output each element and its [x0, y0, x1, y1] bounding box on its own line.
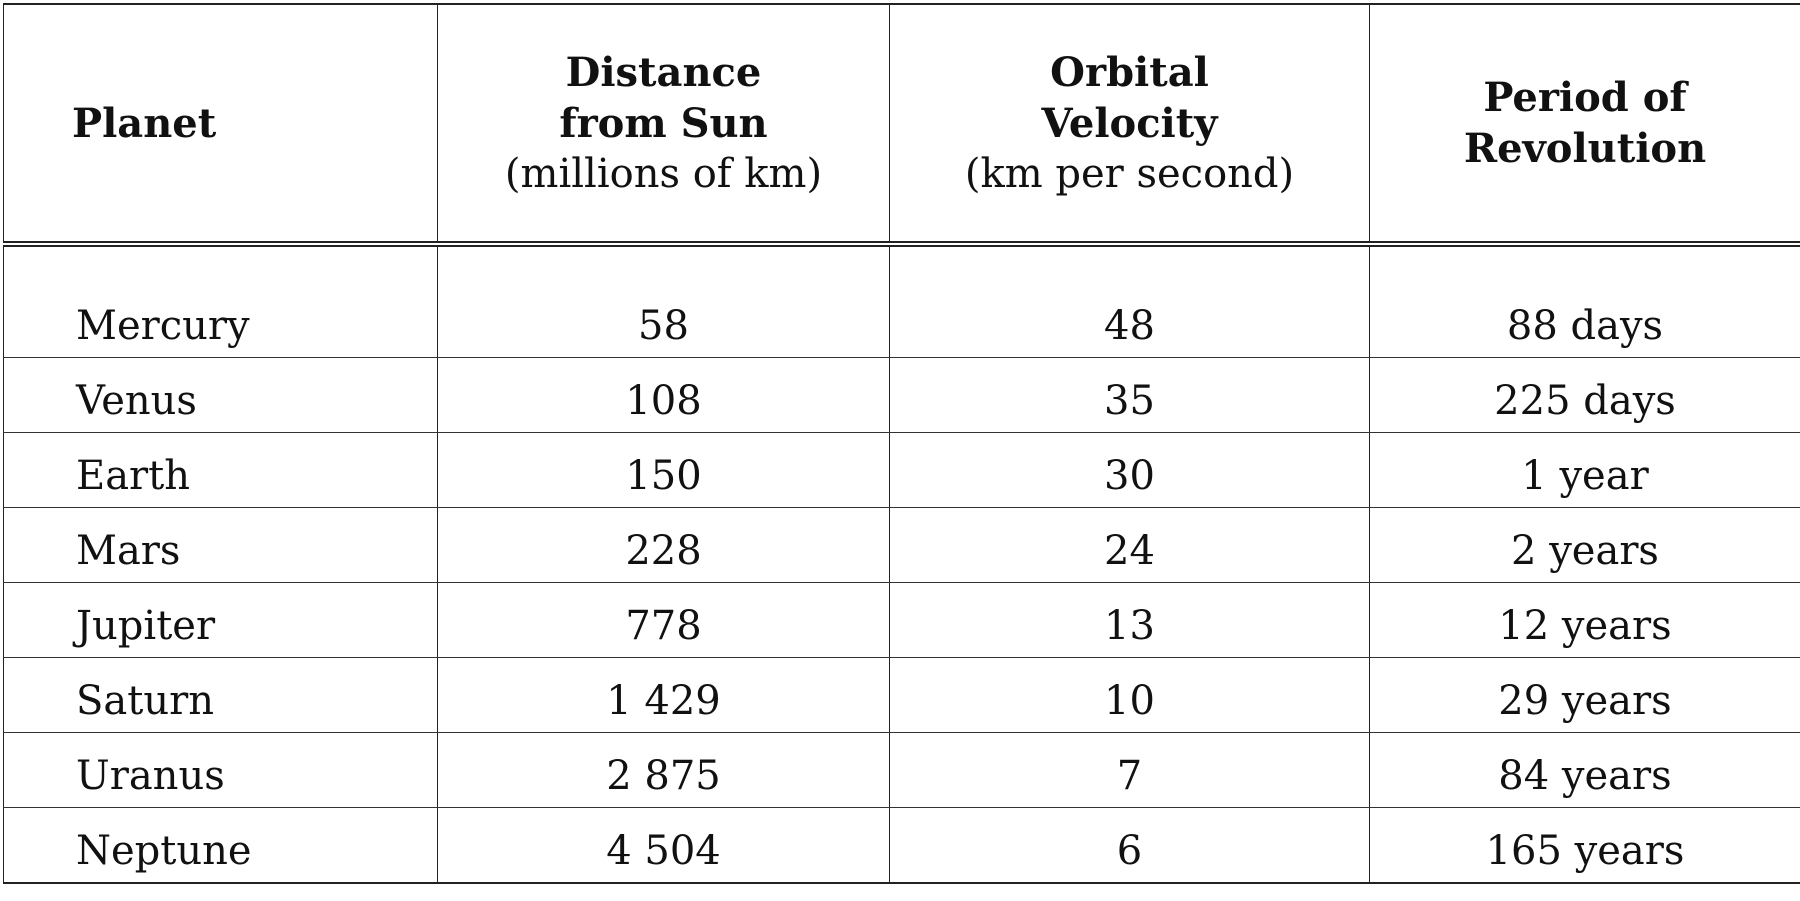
planet-name-cell: Mercury [3, 244, 438, 358]
velocity-cell: 7 [889, 732, 1370, 808]
velocity-cell: 6 [889, 807, 1370, 884]
table-header: Planet Distance from Sun (millions of km… [3, 3, 1800, 247]
table-row: Jupiter 778 13 12 years [3, 582, 1800, 658]
velocity-cell: 35 [889, 357, 1370, 433]
period-cell: 29 years [1369, 657, 1800, 733]
table-row: Mars 228 24 2 years [3, 507, 1800, 583]
table-row: Uranus 2 875 7 84 years [3, 732, 1800, 808]
velocity-cell: 10 [889, 657, 1370, 733]
period-cell: 84 years [1369, 732, 1800, 808]
header-distance-line1: Distance [565, 48, 762, 96]
header-planet-label: Planet [72, 99, 217, 147]
planet-name-cell: Mars [3, 507, 438, 583]
velocity-cell: 13 [889, 582, 1370, 658]
header-distance-unit: (millions of km) [504, 150, 823, 197]
header-row: Planet Distance from Sun (millions of km… [3, 3, 1800, 247]
header-planet: Planet [3, 3, 438, 247]
table-row: Earth 150 30 1 year [3, 432, 1800, 508]
distance-cell: 150 [437, 432, 890, 508]
table-row: Mercury 58 48 88 days [3, 244, 1800, 358]
period-cell: 12 years [1369, 582, 1800, 658]
header-period-line1: Period of [1483, 74, 1687, 121]
header-velocity: Orbital Velocity (km per second) [889, 3, 1370, 247]
velocity-cell: 48 [889, 244, 1370, 358]
header-velocity-line1: Orbital [1050, 48, 1209, 96]
header-velocity-line2: Velocity [1041, 99, 1218, 147]
period-cell: 225 days [1369, 357, 1800, 433]
planet-name-cell: Jupiter [3, 582, 438, 658]
planet-name-cell: Uranus [3, 732, 438, 808]
planet-name-cell: Saturn [3, 657, 438, 733]
period-cell: 88 days [1369, 244, 1800, 358]
header-velocity-unit: (km per second) [964, 150, 1295, 197]
distance-cell: 2 875 [437, 732, 890, 808]
planet-name-cell: Earth [3, 432, 438, 508]
table-body: Mercury 58 48 88 days Venus 108 35 225 d… [3, 244, 1800, 884]
header-distance: Distance from Sun (millions of km) [437, 3, 890, 247]
planet-data-page: Planet Distance from Sun (millions of km… [3, 3, 1800, 901]
header-period-line2: Revolution [1463, 125, 1707, 172]
planet-name-cell: Neptune [3, 807, 438, 884]
distance-cell: 108 [437, 357, 890, 433]
distance-cell: 228 [437, 507, 890, 583]
header-period: Period of Revolution [1369, 3, 1800, 247]
distance-cell: 4 504 [437, 807, 890, 884]
period-cell: 165 years [1369, 807, 1800, 884]
distance-cell: 1 429 [437, 657, 890, 733]
table-row: Saturn 1 429 10 29 years [3, 657, 1800, 733]
table-row: Venus 108 35 225 days [3, 357, 1800, 433]
period-cell: 1 year [1369, 432, 1800, 508]
table-row: Neptune 4 504 6 165 years [3, 807, 1800, 884]
velocity-cell: 24 [889, 507, 1370, 583]
velocity-cell: 30 [889, 432, 1370, 508]
distance-cell: 58 [437, 244, 890, 358]
header-distance-line2: from Sun [559, 99, 768, 147]
planet-name-cell: Venus [3, 357, 438, 433]
distance-cell: 778 [437, 582, 890, 658]
planet-data-table: Planet Distance from Sun (millions of km… [3, 3, 1800, 884]
period-cell: 2 years [1369, 507, 1800, 583]
